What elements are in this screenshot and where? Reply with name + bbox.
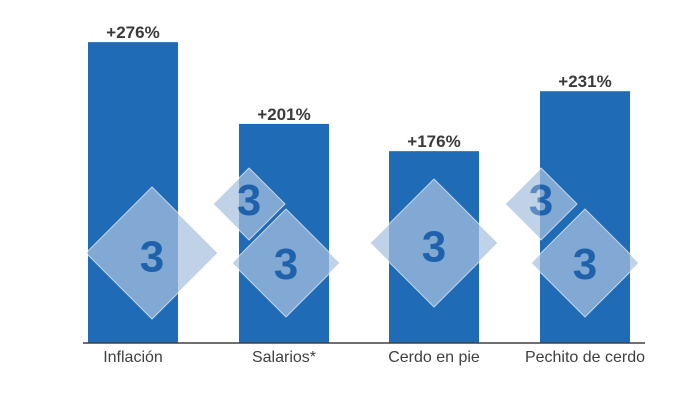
watermark-glyph: 3 [140,233,164,282]
x-tick-label-cerdo-en-pie: Cerdo en pie [388,349,480,366]
watermark-diamond-shape [530,208,640,318]
watermark-diamond-shape [212,167,286,241]
watermark-diamond-shape [231,208,341,318]
tick-labels-layer: Inflación Salarios* Cerdo en pie Pechito de… [103,349,645,366]
value-labels-layer: +276% +201% +176% +231% [106,23,611,151]
watermark-glyph: 3 [274,240,298,289]
watermark-logo: 3 [369,178,499,308]
value-label-cerdo-en-pie: +176% [407,132,460,151]
watermark-logo: 3 [530,208,640,318]
watermark-glyph: 3 [573,240,597,289]
x-tick-label-inflacion: Inflación [103,349,163,366]
watermark-diamond-shape [85,186,219,320]
value-label-salarios: +201% [257,105,310,124]
watermark-logo: 3 [231,208,341,318]
watermark-glyph: 3 [529,176,553,225]
watermark-logo: 3 [504,167,578,241]
watermark-logo: 3 [212,167,286,241]
value-label-inflacion: +276% [106,23,159,42]
watermark-glyph: 3 [422,223,446,272]
watermark-diamond-shape [504,167,578,241]
value-label-pechito-de-cerdo: +231% [558,72,611,91]
watermark-logo: 3 [85,186,219,320]
watermark-layer: 333 333 [85,167,640,320]
x-tick-label-pechito-de-cerdo: Pechito de cerdo [525,349,645,366]
watermark-diamond-shape [369,178,499,308]
x-tick-label-salarios: Salarios* [252,349,316,366]
watermark-glyph: 3 [237,176,261,225]
